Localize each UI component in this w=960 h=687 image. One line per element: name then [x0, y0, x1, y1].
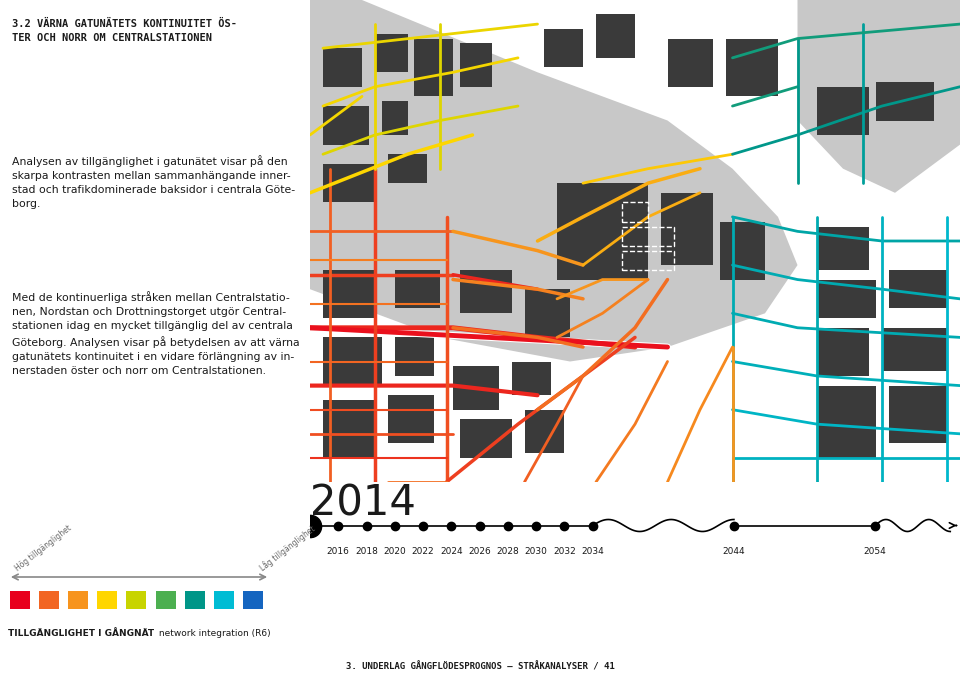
- Bar: [719, 222, 765, 280]
- Bar: [97, 591, 117, 609]
- Text: 2032: 2032: [553, 546, 576, 556]
- Bar: [323, 106, 369, 144]
- Text: TILLGÄNGLIGHET I GÅNGNÄT: TILLGÄNGLIGHET I GÅNGNÄT: [8, 629, 155, 638]
- Bar: [10, 591, 30, 609]
- Text: 2024: 2024: [440, 546, 463, 556]
- Bar: [512, 361, 550, 395]
- Text: Hög tillgänglighet: Hög tillgänglighet: [13, 523, 73, 573]
- Polygon shape: [310, 0, 798, 361]
- Text: 2020: 2020: [383, 546, 406, 556]
- Text: Med de kontinuerliga stråken mellan Centralstatio-
nen, Nordstan och Drottningst: Med de kontinuerliga stråken mellan Cent…: [12, 291, 300, 376]
- Bar: [817, 87, 869, 135]
- Bar: [817, 328, 869, 376]
- Bar: [889, 385, 947, 443]
- Bar: [323, 164, 375, 203]
- Bar: [243, 591, 263, 609]
- Bar: [375, 34, 407, 72]
- Bar: [889, 270, 947, 308]
- Bar: [460, 270, 512, 313]
- Text: Analysen av tillgänglighet i gatunätet visar på den
skarpa kontrasten mellan sam: Analysen av tillgänglighet i gatunätet v…: [12, 155, 296, 209]
- Bar: [557, 183, 648, 280]
- Bar: [622, 251, 674, 270]
- Bar: [460, 43, 492, 87]
- Bar: [453, 366, 498, 409]
- Bar: [323, 400, 375, 458]
- Bar: [817, 385, 876, 458]
- Bar: [661, 193, 713, 265]
- Bar: [667, 38, 713, 87]
- Bar: [524, 289, 570, 337]
- Text: 2028: 2028: [496, 546, 519, 556]
- Bar: [156, 591, 176, 609]
- Bar: [395, 337, 434, 376]
- Text: 2022: 2022: [412, 546, 434, 556]
- Bar: [414, 38, 453, 96]
- Bar: [381, 101, 407, 135]
- Bar: [622, 227, 674, 246]
- Text: 2014: 2014: [310, 482, 416, 524]
- Text: 2054: 2054: [864, 546, 887, 556]
- Bar: [622, 203, 648, 222]
- Bar: [388, 155, 427, 183]
- Text: 2034: 2034: [581, 546, 604, 556]
- Text: 2044: 2044: [723, 546, 745, 556]
- Bar: [460, 419, 512, 458]
- Text: 2026: 2026: [468, 546, 491, 556]
- Polygon shape: [798, 0, 960, 193]
- Bar: [68, 591, 88, 609]
- Text: 3.2 VÄRNA GATUNÄTETS KONTINUITET ÖS-
TER OCH NORR OM CENTRALSTATIONEN: 3.2 VÄRNA GATUNÄTETS KONTINUITET ÖS- TER…: [12, 19, 237, 43]
- Bar: [214, 591, 234, 609]
- Text: network integration (R6): network integration (R6): [156, 629, 271, 638]
- Bar: [323, 270, 375, 318]
- Bar: [817, 227, 869, 270]
- Bar: [596, 14, 635, 58]
- Bar: [524, 409, 564, 453]
- Bar: [876, 82, 934, 120]
- Bar: [323, 48, 362, 87]
- Bar: [184, 591, 204, 609]
- Bar: [127, 591, 147, 609]
- Bar: [39, 591, 60, 609]
- Text: Låg tillgänglighet: Låg tillgänglighet: [258, 523, 317, 573]
- Text: 2030: 2030: [525, 546, 547, 556]
- Bar: [817, 280, 876, 318]
- Bar: [544, 29, 583, 67]
- Bar: [882, 328, 947, 371]
- Bar: [323, 337, 381, 385]
- Bar: [395, 270, 440, 308]
- Text: 2018: 2018: [355, 546, 378, 556]
- Text: 2016: 2016: [326, 546, 349, 556]
- Bar: [726, 38, 778, 96]
- Text: 3. UNDERLAG GÅNGFLÖDESPROGNOS – STRÅKANALYSER / 41: 3. UNDERLAG GÅNGFLÖDESPROGNOS – STRÅKANA…: [346, 662, 614, 672]
- Bar: [388, 395, 434, 443]
